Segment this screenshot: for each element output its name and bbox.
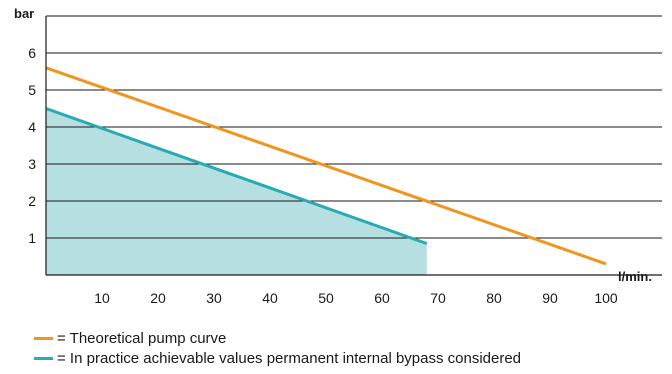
x-tick-label-30: 30	[206, 290, 222, 306]
x-tick-label-20: 20	[150, 290, 166, 306]
x-tick-label-70: 70	[430, 290, 446, 306]
y-tick-label-3: 3	[28, 156, 36, 172]
x-tick-label-60: 60	[374, 290, 390, 306]
legend-label-practical: = In practice achievable values permanen…	[57, 350, 522, 367]
series-lines	[45, 66, 607, 266]
legend-item-theoretical: = Theoretical pump curve	[34, 330, 226, 347]
legend-swatch-teal	[34, 357, 53, 360]
x-tick-label-50: 50	[318, 290, 334, 306]
series-line-1	[45, 107, 428, 245]
x-tick-label-80: 80	[486, 290, 502, 306]
y-axis-title: bar	[14, 6, 34, 21]
legend-label-theoretical: = Theoretical pump curve	[57, 330, 227, 347]
x-tick-label-10: 10	[94, 290, 110, 306]
legend-item-practical: = In practice achievable values permanen…	[34, 350, 521, 367]
tick-labels: 1 2 3 4 5 6 10 20 30 40 50 60 70 80 90 100	[28, 45, 618, 306]
x-tick-label-40: 40	[262, 290, 278, 306]
gridlines	[46, 15, 662, 239]
x-axis-title: l/min.	[618, 269, 652, 284]
y-tick-label-2: 2	[28, 193, 36, 209]
x-tick-label-100: 100	[594, 290, 618, 306]
x-tick-label-90: 90	[542, 290, 558, 306]
y-tick-label-1: 1	[28, 230, 36, 246]
series-line-0	[45, 66, 607, 266]
y-tick-label-4: 4	[28, 119, 36, 135]
y-tick-label-5: 5	[28, 82, 36, 98]
achievable-area-fill	[46, 108, 427, 275]
y-tick-label-6: 6	[28, 45, 36, 61]
axes	[45, 16, 662, 276]
achievable-area-layer	[46, 108, 427, 275]
legend-swatch-orange	[34, 337, 53, 340]
